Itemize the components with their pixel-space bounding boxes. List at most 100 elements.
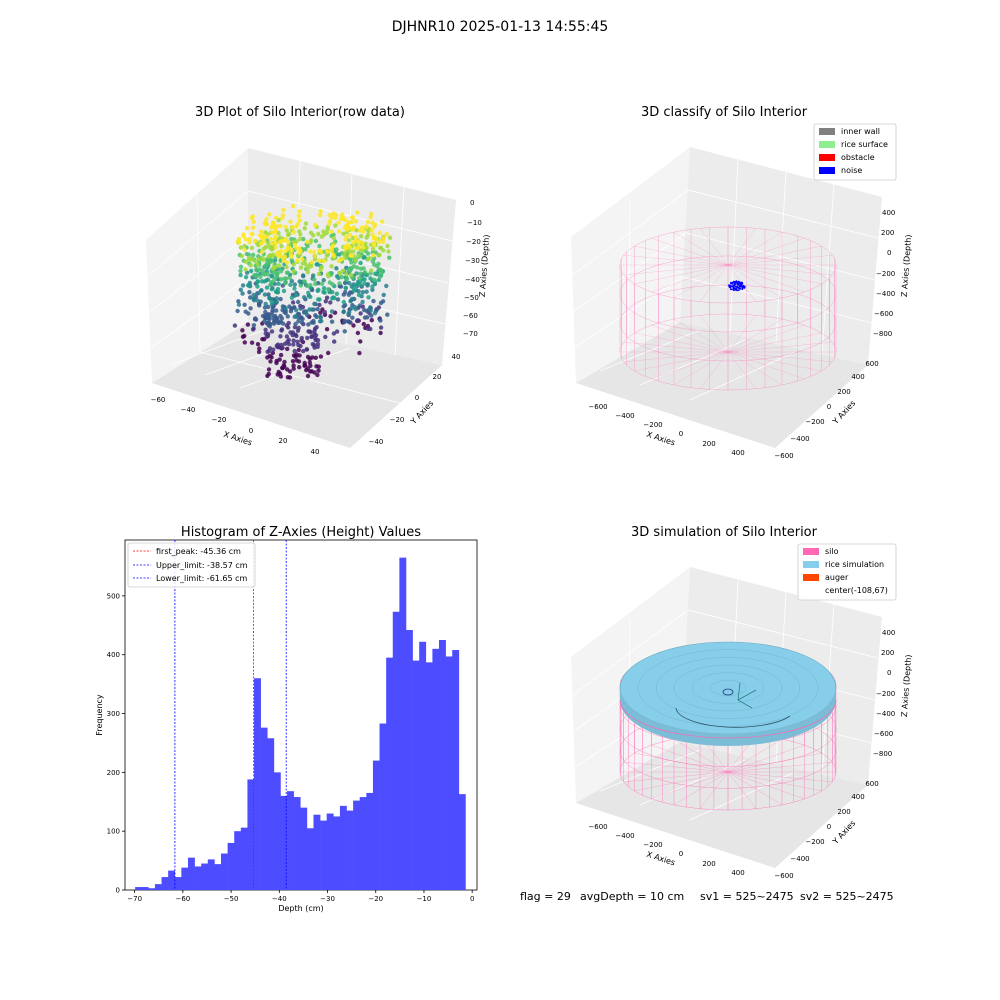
raw-point: [336, 229, 342, 234]
legend-swatch-rice-surface: [819, 141, 835, 148]
raw-point: [324, 253, 330, 258]
raw-point: [284, 260, 290, 265]
raw-point: [238, 287, 243, 292]
silo-wall-spoke: [727, 752, 822, 773]
raw-point: [278, 334, 283, 339]
classify-grid: [572, 159, 879, 401]
raw-point: [349, 253, 354, 258]
legend-label-rice-simulation: rice simulation: [825, 560, 884, 569]
histogram-bar: [399, 557, 407, 890]
raw-point: [289, 278, 294, 284]
raw-point: [357, 350, 362, 356]
raw-point: [291, 353, 297, 358]
classify-ztick: 0: [887, 249, 891, 257]
raw-point: [314, 262, 319, 267]
simulation-x-ticks: −600 −400 −200 0 200 400: [588, 823, 744, 877]
raw-point: [305, 264, 310, 269]
noise-point: [741, 288, 744, 291]
histogram-bar: [187, 857, 195, 890]
histogram-bar: [141, 887, 149, 890]
raw-point: [309, 320, 314, 325]
footer-sv2: sv2 = 525~2475: [800, 890, 894, 903]
raw-point: [240, 291, 245, 296]
raw-point: [308, 230, 314, 235]
raw-point: [321, 278, 326, 283]
histogram-bar: [346, 810, 354, 890]
raw-point: [369, 268, 374, 273]
raw-point: [349, 296, 355, 302]
raw-point: [292, 286, 297, 291]
histogram-bar: [313, 814, 321, 890]
raw-point: [266, 304, 271, 310]
raw-point: [316, 368, 321, 373]
raw-point: [385, 243, 390, 249]
raw-point: [268, 282, 274, 287]
raw-point: [290, 300, 296, 305]
raw-left-pane: [146, 148, 248, 383]
raw-point: [299, 256, 305, 262]
raw-point: [365, 309, 370, 314]
raw-point: [303, 247, 308, 252]
raw-point: [372, 235, 377, 240]
classify-wall-spoke: [727, 264, 822, 285]
raw-point: [305, 335, 310, 341]
raw-point: [355, 318, 360, 323]
raw-point: [314, 325, 319, 330]
raw-point: [351, 282, 356, 287]
raw-point: [373, 271, 378, 276]
raw-point: [277, 263, 282, 268]
raw-point: [295, 339, 300, 344]
legend-swatch-silo: [803, 548, 819, 555]
raw-point: [243, 275, 249, 280]
legend-label-center: center(-108,67): [825, 586, 888, 595]
classify-ztick: −600: [874, 310, 893, 318]
raw-point: [354, 228, 359, 233]
classify-ytick: −200: [805, 418, 824, 426]
histogram-bar: [432, 648, 440, 890]
raw-point: [244, 270, 250, 275]
raw-point: [368, 276, 373, 281]
raw-xtick: 0: [249, 427, 253, 435]
raw-point: [283, 237, 289, 242]
raw-point: [368, 326, 373, 332]
raw-point: [378, 245, 383, 250]
raw-point: [344, 272, 349, 277]
legend-label-obstacle: obstacle: [841, 153, 875, 162]
raw-point: [274, 215, 279, 221]
raw-point: [249, 340, 255, 345]
raw-point: [290, 203, 296, 209]
raw-point: [287, 275, 292, 280]
raw-ytick: 40: [452, 353, 461, 361]
raw-ztick: −30: [465, 257, 480, 265]
raw-point: [334, 329, 340, 334]
raw-point: [299, 335, 304, 341]
histogram-bar: [300, 807, 308, 890]
simulation-xtick: 400: [731, 869, 744, 877]
raw-point: [310, 307, 315, 312]
raw-point: [321, 289, 326, 295]
raw-point: [370, 246, 376, 252]
classify-ztick: −200: [876, 270, 895, 278]
raw-point: [262, 292, 268, 297]
histogram-bar: [181, 867, 189, 890]
noise-point: [741, 281, 743, 284]
raw-point: [269, 355, 274, 360]
histogram-bar: [392, 611, 400, 890]
raw-point: [254, 267, 259, 272]
raw-point: [294, 239, 299, 244]
raw-point: [275, 290, 281, 295]
raw-point: [251, 326, 256, 331]
raw-point: [293, 321, 298, 327]
raw-point: [301, 348, 306, 354]
raw-point: [284, 265, 289, 270]
raw-point: [369, 313, 374, 318]
raw-point: [238, 268, 243, 274]
histogram-bar: [386, 657, 394, 890]
raw-point: [273, 234, 278, 240]
raw-point: [266, 254, 271, 259]
classify-ytick: 200: [837, 388, 850, 396]
raw-point: [366, 295, 371, 300]
classify-wall-spoke: [727, 318, 783, 353]
raw-point: [324, 327, 330, 332]
